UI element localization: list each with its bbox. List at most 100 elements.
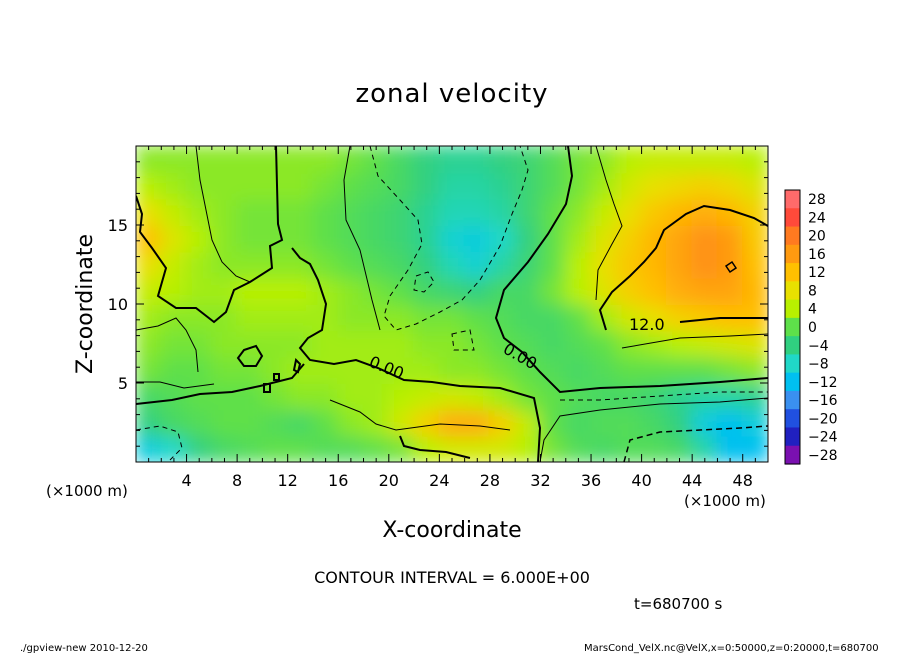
contour-twelve-bottom — [399, 435, 471, 459]
heatmap-cell — [590, 171, 618, 200]
heatmap-cell — [463, 355, 491, 384]
heatmap-cell — [590, 408, 618, 437]
colorbar-label: −24 — [808, 430, 838, 446]
heatmap-cell — [362, 329, 390, 358]
heatmap-cell — [691, 382, 719, 411]
heatmap-cell — [539, 197, 567, 226]
heatmap-cell — [590, 250, 618, 279]
heatmap-cell — [539, 250, 567, 279]
contour-zero-island-c — [263, 383, 271, 393]
heatmap-cell — [691, 197, 719, 226]
heatmap-cell — [387, 382, 416, 411]
heatmap-cell — [463, 408, 491, 437]
heatmap-cell — [488, 434, 517, 462]
x-tick-label: 12 — [278, 471, 298, 490]
heatmap-cell — [413, 276, 441, 305]
heatmap-cell — [387, 276, 416, 305]
contour-zero-mid — [291, 247, 542, 462]
heatmap-cell — [615, 250, 643, 279]
heatmap-cell — [564, 382, 593, 411]
heatmap-cell — [236, 434, 264, 462]
colorbar-label: −28 — [808, 448, 838, 464]
heatmap-cell — [362, 408, 390, 437]
heatmap-cell — [640, 408, 668, 437]
heatmap-cell — [615, 146, 643, 174]
heatmap-cell — [311, 171, 340, 200]
heatmap-cell — [438, 276, 466, 305]
heatmap-cell — [564, 197, 593, 226]
heatmap-cell — [438, 408, 466, 437]
heatmap-cell — [514, 197, 542, 226]
heatmap-cell — [741, 250, 768, 279]
heatmap-cell — [514, 329, 542, 358]
heatmap-cell — [387, 408, 416, 437]
contour-dashed-e — [623, 425, 768, 462]
heatmap-cell — [136, 146, 163, 174]
heatmap-cell — [539, 224, 567, 253]
y-tick-label: 5 — [118, 374, 128, 393]
heatmap-cell — [691, 434, 719, 462]
heatmap-cell — [210, 171, 239, 200]
heatmap-cell — [261, 329, 289, 358]
heatmap-cell — [337, 171, 365, 200]
heatmap-cell — [741, 224, 768, 253]
heatmap-cell — [640, 276, 668, 305]
heatmap-cell — [413, 303, 441, 332]
x-tick-label: 20 — [379, 471, 399, 490]
heatmap-cell — [615, 197, 643, 226]
contour-dashed-c — [451, 329, 475, 351]
heatmap-cell — [286, 197, 314, 226]
heatmap-cell — [741, 146, 768, 174]
heatmap-cell — [691, 303, 719, 332]
heatmap-cell — [438, 197, 466, 226]
heatmap-cell — [160, 146, 188, 174]
heatmap-cell — [387, 303, 416, 332]
heatmap-cell — [286, 408, 314, 437]
heatmap-cell — [463, 250, 491, 279]
heatmap-cell — [362, 197, 390, 226]
heatmap-cell — [210, 224, 239, 253]
heatmap-cell — [741, 197, 768, 226]
heatmap-cell — [564, 224, 593, 253]
chart-title: zonal velocity — [355, 79, 548, 109]
x-tick-label: 24 — [429, 471, 449, 490]
x-unit-left: (×1000 m) — [46, 482, 128, 500]
contour-label: 12.0 — [629, 315, 665, 334]
heatmap-cell — [236, 197, 264, 226]
heatmap-cell — [590, 303, 618, 332]
heatmap-cell — [261, 171, 289, 200]
heatmap-cell — [590, 329, 618, 358]
heatmap-cell — [236, 171, 264, 200]
contour-dashed-a — [369, 146, 529, 331]
heatmap-cell — [261, 408, 289, 437]
x-tick-label: 40 — [631, 471, 651, 490]
heatmap-cell — [413, 171, 441, 200]
heatmap-cell — [741, 329, 768, 358]
heatmap-cell — [136, 197, 163, 226]
heatmap-cell — [640, 171, 668, 200]
heatmap-cell — [337, 434, 365, 462]
heatmap-cell — [514, 224, 542, 253]
x-tick-label: 4 — [181, 471, 191, 490]
colorbar-swatch — [785, 281, 800, 301]
heatmap-cell — [665, 250, 694, 279]
footer-right: MarsCond_VelX.nc@VelX,x=0:50000,z=0:2000… — [584, 643, 879, 654]
heatmap-cell — [539, 329, 567, 358]
heatmap-cell — [463, 146, 491, 174]
contour-dashed-b — [413, 271, 435, 293]
heatmap-cell — [716, 355, 744, 384]
heatmap-cell — [185, 329, 213, 358]
heatmap-cell — [741, 171, 768, 200]
heatmap-cell — [210, 329, 239, 358]
heatmap-cell — [438, 434, 466, 462]
heatmap-cell — [488, 382, 517, 411]
heatmap-cell — [362, 276, 390, 305]
heatmap-cell — [311, 408, 340, 437]
heatmap-cell — [691, 224, 719, 253]
heatmap-cell — [185, 408, 213, 437]
colorbar-swatch — [785, 263, 800, 282]
heatmap-cell — [716, 408, 744, 437]
colorbar-swatch — [785, 409, 800, 429]
heatmap-cell — [640, 329, 668, 358]
heatmap-cell — [514, 276, 542, 305]
